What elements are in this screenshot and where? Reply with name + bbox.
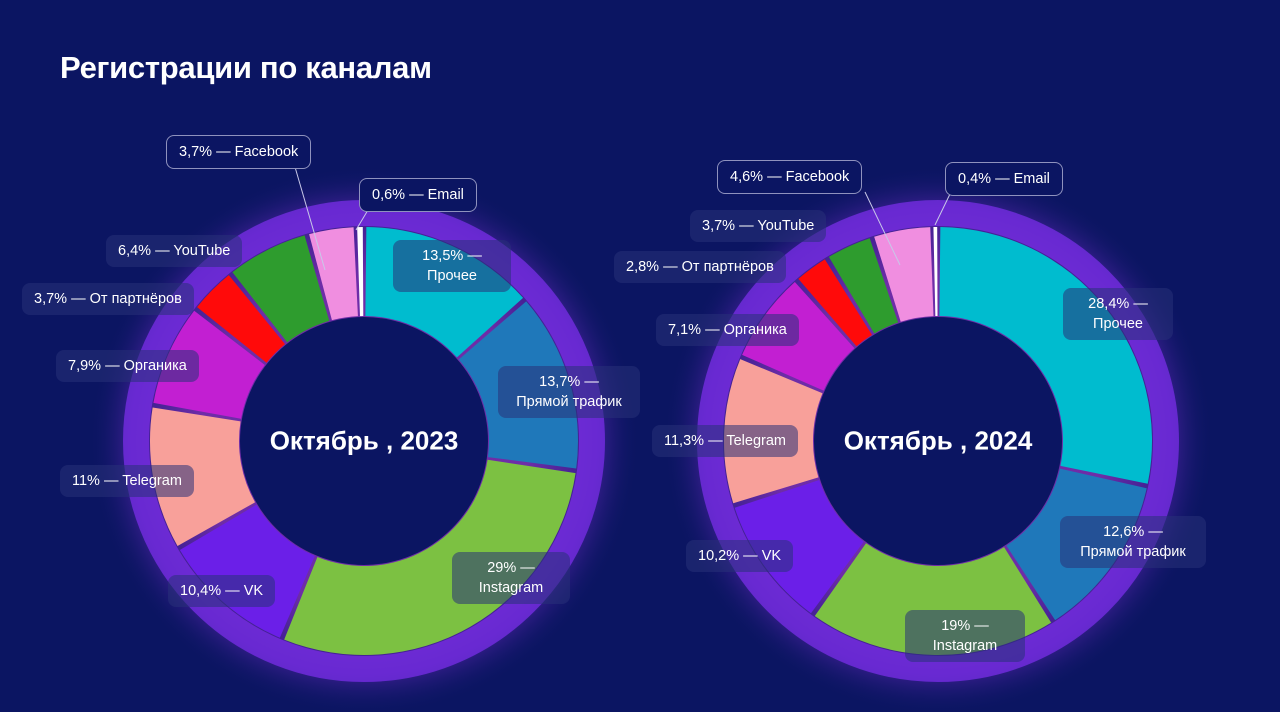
leader-line-email-2024: [934, 193, 951, 226]
label-2024-other: 28,4% — Прочее: [1063, 288, 1173, 340]
segment-Facebook: [309, 227, 358, 321]
label-name: Instagram: [932, 638, 998, 654]
segment-От партнёров: [197, 275, 286, 363]
label-2023-telegram: 11% — Telegram: [60, 465, 194, 497]
label-name: YouTube: [757, 218, 815, 234]
label-pct: 3,7% —: [179, 144, 231, 160]
segment-Instagram: [284, 459, 576, 655]
label-pct: 7,1% —: [668, 322, 720, 338]
label-pct: 0,6% —: [372, 187, 424, 203]
label-pct: 29% —: [487, 560, 535, 576]
label-2023-email: 0,6% — Email: [359, 178, 477, 212]
segment-VK: [734, 479, 864, 614]
label-name: Органика: [123, 358, 187, 374]
label-2023-youtube: 6,4% — YouTube: [106, 235, 243, 267]
label-name: Telegram: [122, 473, 182, 489]
leader-line-facebook-2023: [294, 166, 326, 271]
segment-Facebook: [874, 227, 934, 322]
label-name: Прочее: [427, 268, 477, 284]
label-pct: 12,6% —: [1103, 524, 1163, 540]
label-2024-direct: 12,6% — Прямой трафик: [1060, 516, 1206, 568]
label-name: От партнёров: [681, 259, 774, 275]
label-name: Instagram: [478, 580, 544, 596]
segment-Telegram: [150, 407, 256, 546]
label-name: YouTube: [173, 243, 231, 259]
label-pct: 13,7% —: [539, 374, 599, 390]
label-2023-instagram: 29% — Instagram: [452, 552, 570, 604]
label-name: Telegram: [726, 433, 786, 449]
label-pct: 11,3% —: [664, 433, 723, 449]
label-name: Facebook: [234, 144, 299, 160]
label-name: Email: [1013, 171, 1050, 187]
label-pct: 19% —: [941, 618, 989, 634]
label-pct: 11% —: [72, 473, 119, 489]
label-2024-youtube: 3,7% — YouTube: [690, 210, 827, 242]
segment-От партнёров: [798, 259, 872, 347]
label-pct: 0,4% —: [958, 171, 1010, 187]
label-pct: 7,9% —: [68, 358, 120, 374]
label-name: Прочее: [1093, 316, 1143, 332]
segment-Email: [933, 227, 938, 317]
label-name: Facebook: [785, 169, 850, 185]
label-name: Прямой трафик: [1080, 544, 1186, 560]
chart-2024-title: Октябрь , 2024: [843, 425, 1033, 456]
donut-hole: [240, 317, 488, 565]
label-name: Email: [427, 187, 464, 203]
label-pct: 3,7% —: [34, 291, 86, 307]
segment-YouTube: [232, 235, 330, 343]
label-pct: 3,7% —: [702, 218, 754, 234]
label-2023-direct: 13,7% — Прямой трафик: [498, 366, 640, 418]
donut-hole: [814, 317, 1062, 565]
label-pct: 10,4% —: [180, 583, 240, 599]
label-2024-instagram: 19% — Instagram: [905, 610, 1025, 662]
page-title: Регистрации по каналам: [60, 50, 432, 85]
label-2024-vk: 10,2% — VK: [686, 540, 794, 572]
label-2023-organic: 7,9% — Органика: [56, 350, 199, 382]
segment-Email: [357, 227, 364, 317]
label-pct: 13,5% —: [422, 248, 482, 264]
label-name: Прямой трафик: [516, 394, 622, 410]
label-name: Органика: [723, 322, 787, 338]
label-name: От партнёров: [89, 291, 182, 307]
label-name: VK: [761, 548, 782, 564]
label-2023-partners: 3,7% — От партнёров: [22, 283, 194, 315]
label-pct: 28,4% —: [1088, 296, 1148, 312]
label-2023-other: 13,5% — Прочее: [393, 240, 511, 292]
label-name: VK: [243, 583, 264, 599]
label-2024-facebook: 4,6% — Facebook: [717, 160, 863, 194]
chart-2023-title: Октябрь , 2023: [269, 425, 459, 456]
label-2024-email: 0,4% — Email: [945, 162, 1063, 196]
label-pct: 6,4% —: [118, 243, 170, 259]
label-2024-organic: 7,1% — Органика: [656, 314, 799, 346]
label-pct: 10,2% —: [698, 548, 758, 564]
label-2024-telegram: 11,3% — Telegram: [652, 425, 798, 457]
background-ring: [123, 200, 605, 682]
label-pct: 2,8% —: [626, 259, 678, 275]
segment-VK: [179, 504, 315, 638]
label-2023-vk: 10,4% — VK: [168, 575, 276, 607]
leader-line-facebook-2024: [864, 191, 901, 266]
label-2023-facebook: 3,7% — Facebook: [166, 135, 312, 169]
segment-Органика: [153, 310, 265, 419]
label-pct: 4,6% —: [730, 169, 782, 185]
leader-line-email-2023: [355, 209, 369, 231]
segment-YouTube: [828, 238, 899, 334]
label-2024-partners: 2,8% — От партнёров: [614, 251, 786, 283]
segment-Прочее: [939, 227, 1152, 484]
